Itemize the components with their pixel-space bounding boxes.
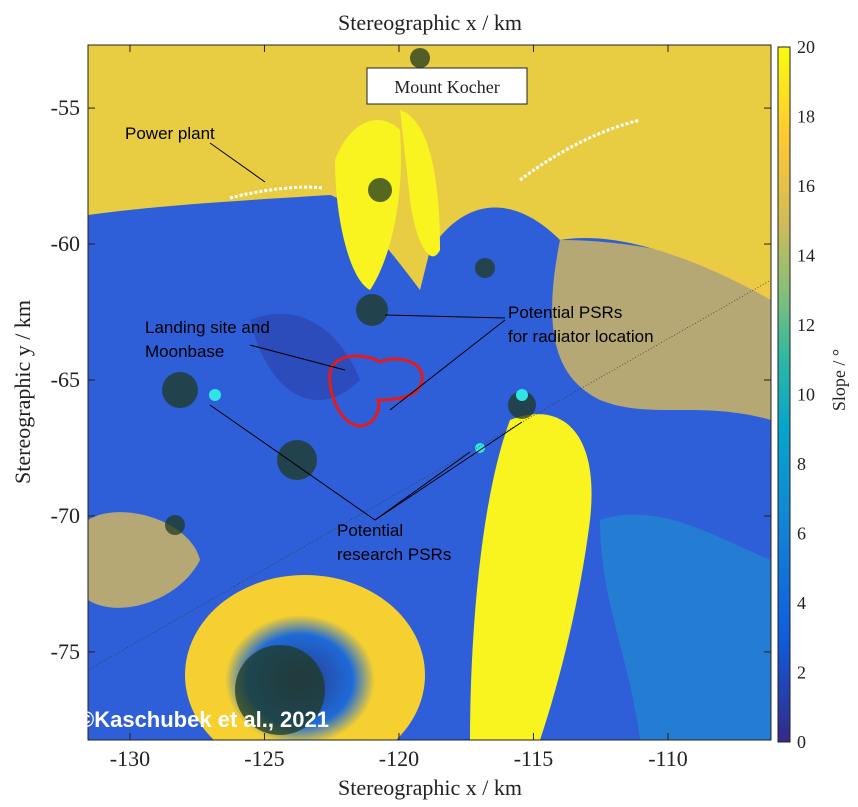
colorbar — [778, 47, 790, 742]
annotation: Power plant — [125, 124, 215, 143]
colorbar-tick-label: 14 — [797, 246, 815, 266]
y-tick-label: -70 — [51, 503, 80, 528]
annotation: for radiator location — [508, 327, 654, 346]
colorbar-tick-label: 12 — [797, 315, 815, 335]
colorbar-title: Slope / ° — [829, 349, 849, 411]
copyright: ©Kaschubek et al., 2021 — [78, 707, 329, 732]
y-tick-label: -75 — [51, 639, 80, 664]
x-tick-label: -130 — [110, 746, 150, 771]
annotation: Potential PSRs — [508, 303, 622, 322]
x-axis-title: Stereographic x / km — [338, 10, 522, 35]
annotation: research PSRs — [337, 545, 451, 564]
colorbar-tick-label: 4 — [797, 593, 806, 613]
colorbar-tick-label: 16 — [797, 176, 815, 196]
annotation: Mount Kocher — [394, 77, 499, 97]
y-axis-title: Stereographic y / km — [10, 300, 35, 484]
figure: -130 -125 -120 -115 -110 -55 -60 -65 -70 -75 0 2 4 6 8… — [0, 0, 858, 807]
x-axis-title: Stereographic x / km — [338, 775, 522, 800]
colorbar-tick-label: 18 — [797, 107, 815, 127]
x-tick-label: -115 — [514, 746, 554, 771]
colorbar-tick-label: 8 — [797, 454, 806, 474]
annotation: Landing site and — [145, 318, 270, 337]
colorbar-tick-label: 10 — [797, 385, 815, 405]
colorbar-tick-label: 0 — [797, 732, 806, 752]
colorbar-tick-label: 2 — [797, 663, 806, 683]
y-tick-label: -60 — [51, 231, 80, 256]
colorbar-tick-label: 6 — [797, 524, 806, 544]
x-tick-label: -120 — [379, 746, 419, 771]
annotation: Moonbase — [145, 342, 224, 361]
annotation: Potential — [337, 521, 403, 540]
y-tick-label: -55 — [51, 95, 80, 120]
x-tick-label: -125 — [244, 746, 284, 771]
colorbar-tick-label: 20 — [797, 37, 815, 57]
terrain — [88, 45, 771, 775]
x-tick-label: -110 — [648, 746, 688, 771]
y-tick-label: -65 — [51, 367, 80, 392]
